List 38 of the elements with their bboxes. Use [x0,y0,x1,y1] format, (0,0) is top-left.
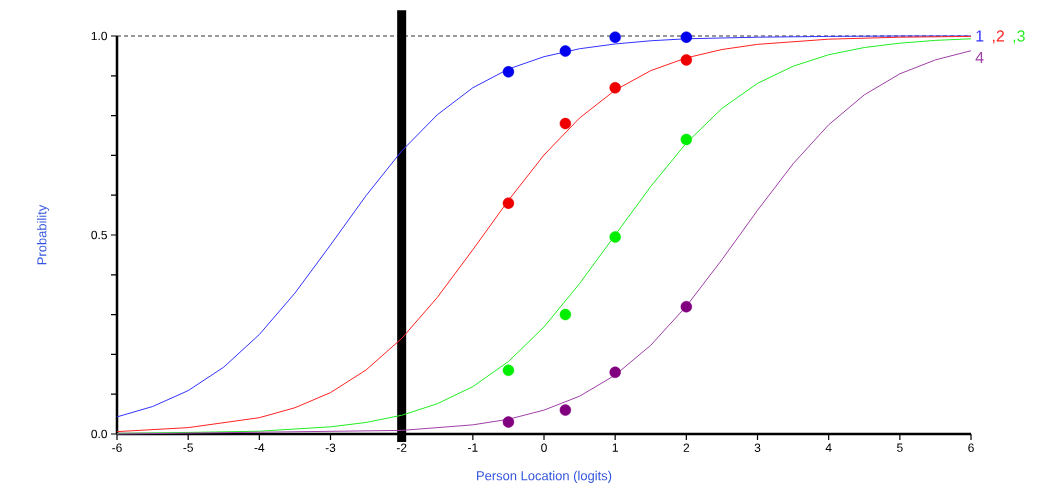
x-tick-label: -1 [468,443,478,452]
point [559,45,572,57]
x-tick-label: -4 [254,443,265,452]
point [609,231,621,243]
x-tick-label: 6 [968,443,974,452]
x-tick-label: 1 [612,443,618,452]
text: ,3 [1013,30,1025,44]
x-tick-label: 4 [825,443,832,452]
y-tick-label: 0.0 [91,429,108,439]
x-tick-label: -2 [396,443,407,452]
y-tick-label: 1.0 [91,31,108,41]
y-axis-title: Probability [36,204,50,265]
x-tick-label: 2 [683,443,690,452]
point [609,31,621,43]
point [502,416,515,428]
x-tick-label: 5 [897,443,903,452]
point [680,54,693,66]
x-axis-title: Person Location (logits) [477,470,612,483]
series-label: 1 [976,30,984,42]
point [502,66,515,78]
point [559,308,572,321]
point [680,300,693,313]
point [609,82,621,94]
y-tick-label: 0.5 [91,230,107,240]
x-tick-label: -5 [183,443,193,452]
series-label: ,2 [992,30,1004,44]
x-tick-label: -6 [112,443,122,452]
point [559,404,572,416]
x-tick-label: 0 [541,443,547,452]
x-tick-label: 3 [754,443,761,452]
x-tick-label: -3 [325,443,336,452]
point [502,364,515,377]
point [680,31,693,43]
point [559,117,572,130]
point [680,133,693,146]
series-label: 4 [975,51,984,63]
point [502,197,515,209]
point [609,366,621,379]
